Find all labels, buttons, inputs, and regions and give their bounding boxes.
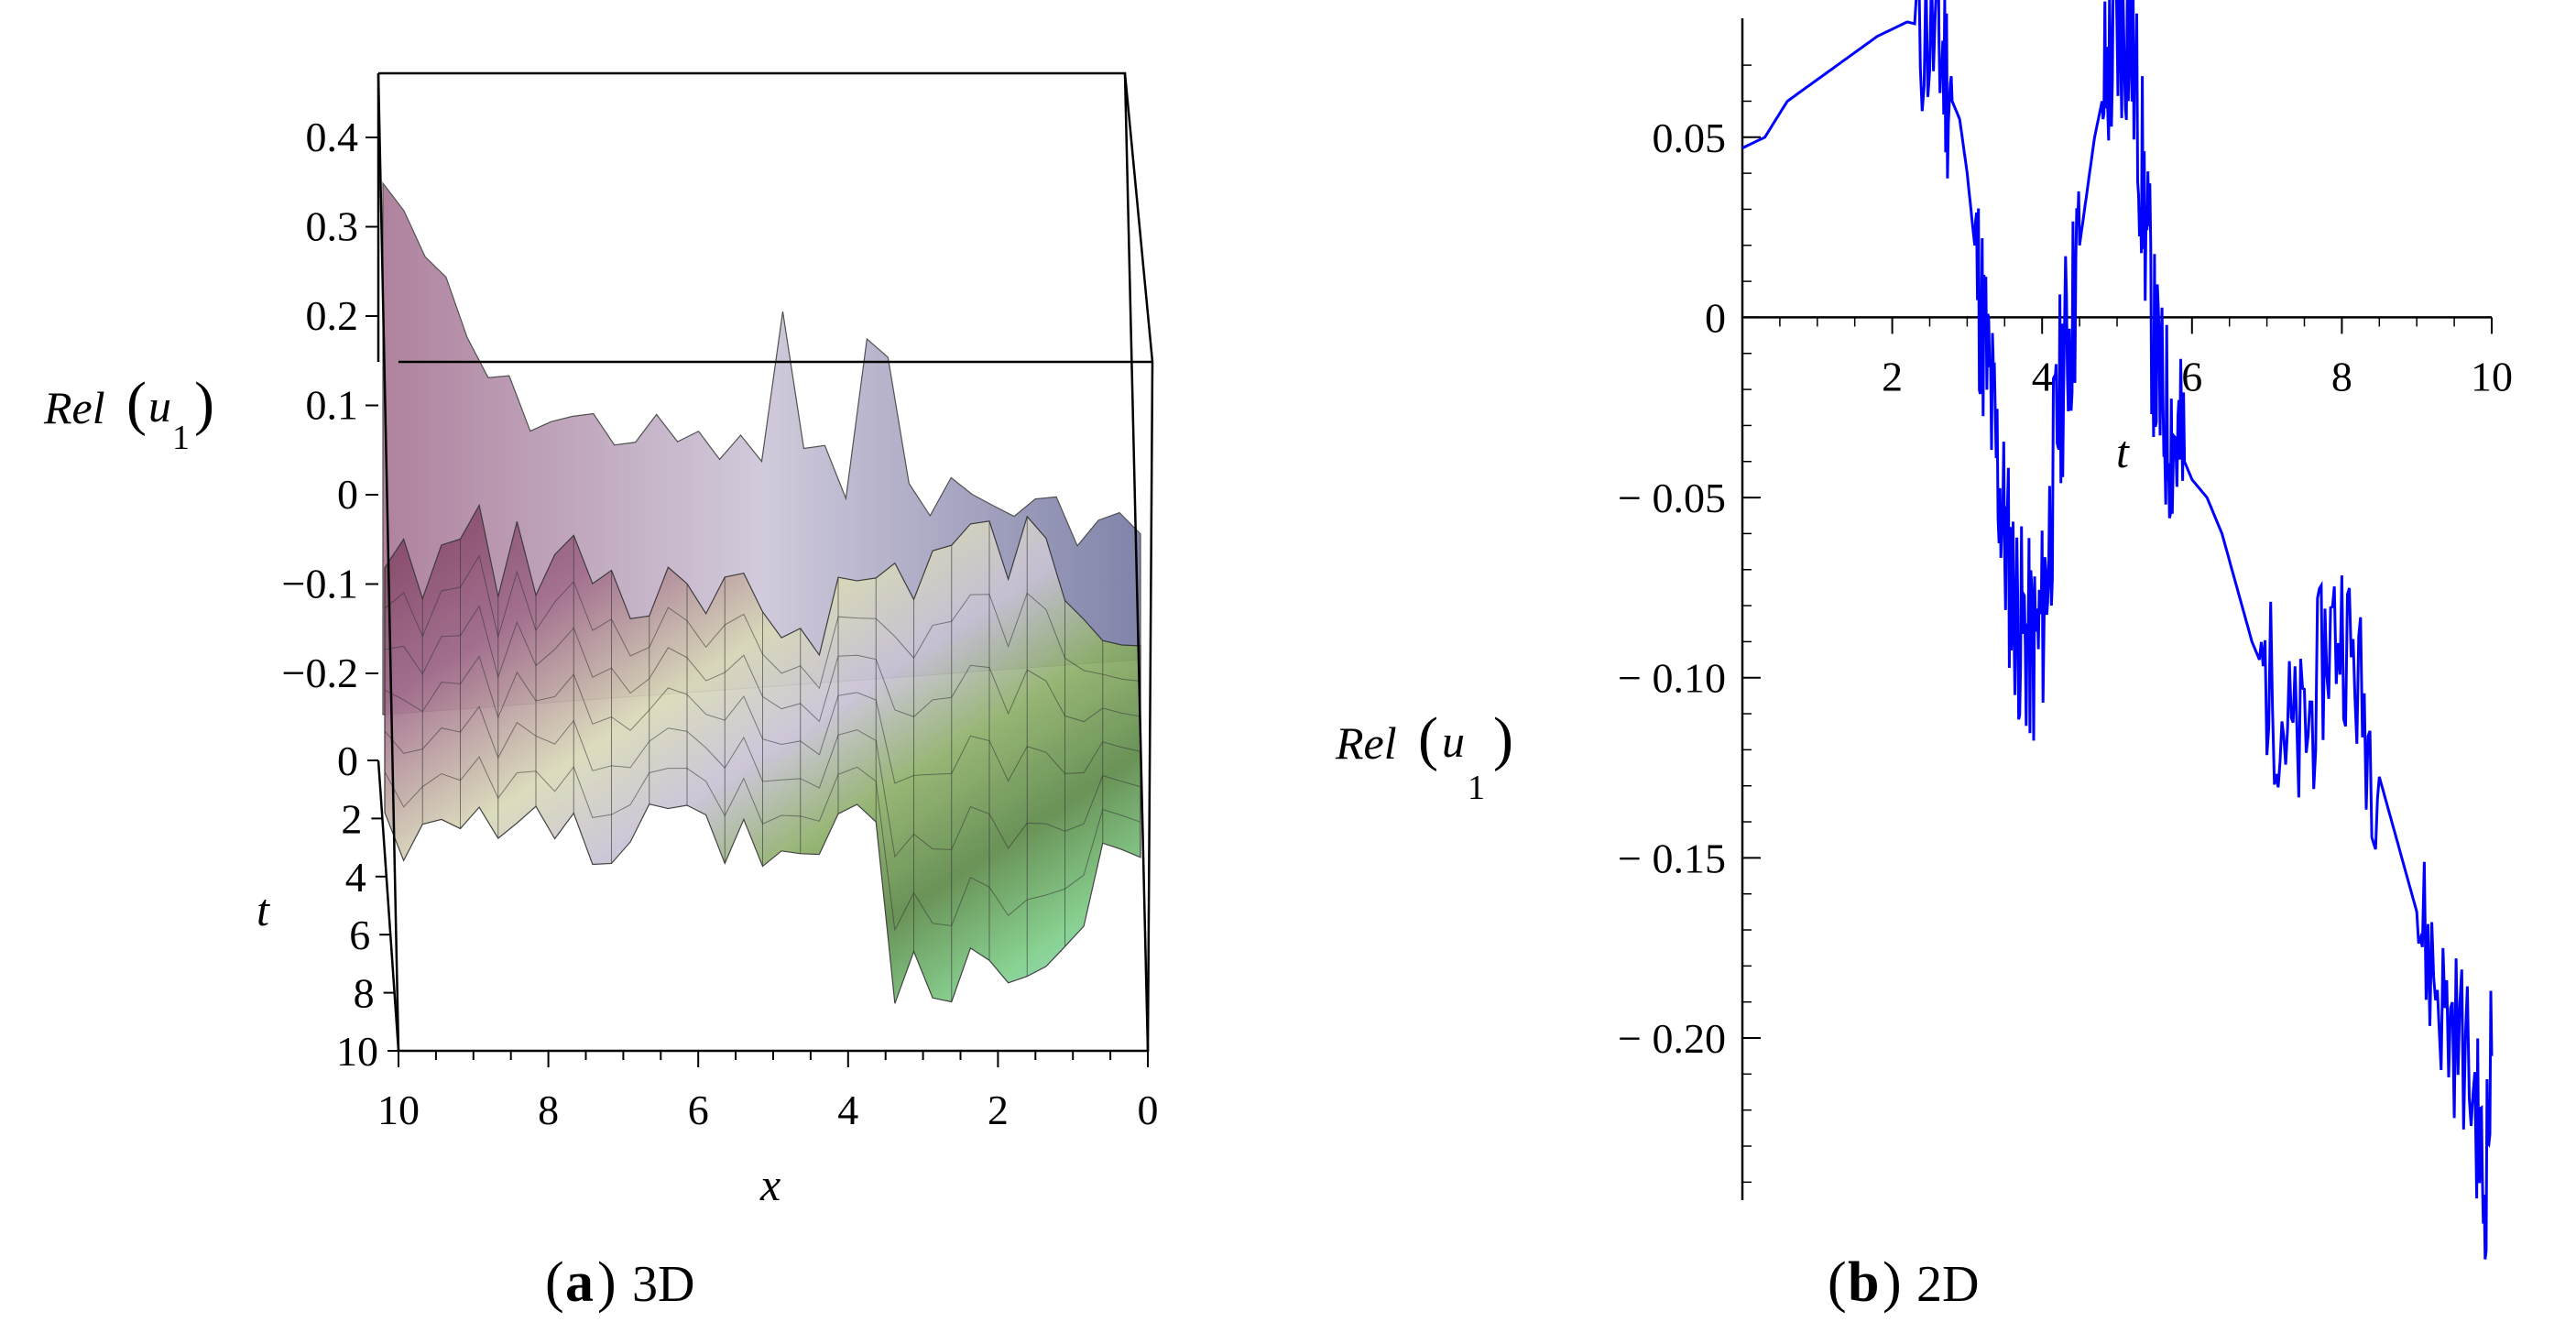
x-axis-title: t: [2116, 426, 2130, 477]
series-line-rel-u1: [1741, 0, 2494, 1260]
t-axis-title: t: [257, 884, 270, 935]
surface-plot-3d: 0.4 0.3 0.2 0.1 0 −0.1 −0.2 0 2 4 6 8 10 10 8 6 4 2 0 Re…: [43, 71, 1159, 1210]
x-tick-label: 2: [988, 1087, 1009, 1133]
x-tick-label: 4: [837, 1087, 858, 1133]
x-tick-label: 0: [1138, 1087, 1159, 1133]
y-axis-title-fn: Rel: [1335, 717, 1397, 769]
x-axis-title: x: [759, 1159, 780, 1210]
x-tick-label: 2: [1882, 353, 1903, 399]
z-tick-label: 0.1: [306, 382, 359, 429]
z-axis-title-sub: 1: [172, 419, 190, 457]
t-axis: 0 2 4 6 8 10: [336, 738, 398, 1075]
x-axis: 10 8 6 4 2 0: [377, 1051, 1159, 1133]
caption-a-letter: a: [565, 1251, 594, 1314]
y-tick-label: − 0.10: [1618, 655, 1726, 702]
y-axis-title-lparen: (: [1418, 705, 1438, 772]
z-axis-title-rparen: ): [194, 370, 214, 437]
y-axis-title-rparen: ): [1493, 705, 1513, 772]
t-tick-label: 2: [341, 795, 362, 842]
t-tick-label: 10: [336, 1028, 378, 1075]
z-axis-title: Rel ( u 1 ): [43, 370, 214, 457]
y-axis-ticks: 0.05 0 − 0.05 − 0.10 − 0.15 − 0.20: [1618, 64, 1761, 1184]
caption-b-lparen: (: [1828, 1251, 1847, 1314]
z-axis-title-fn: Rel: [43, 382, 105, 433]
caption-a-rparen: ): [597, 1251, 617, 1314]
mesh-line: [384, 655, 1141, 784]
y-tick-label: 0.05: [1653, 115, 1727, 161]
x-tick-label: 6: [2181, 353, 2202, 399]
x-axis-ticks: 2 4 6 8 10: [1779, 317, 2513, 399]
z-axis-title-arg: u: [148, 380, 171, 432]
x-tick-label: 10: [2471, 353, 2513, 399]
x-tick-label: 4: [2032, 353, 2053, 399]
mesh-line: [384, 554, 1141, 690]
caption-a-text: 3D: [632, 1256, 694, 1313]
x-tick-label: 10: [377, 1087, 420, 1133]
t-tick-label: 8: [354, 970, 375, 1017]
z-tick-label: 0.3: [306, 203, 359, 250]
z-axis: 0.4 0.3 0.2 0.1 0 −0.1 −0.2: [282, 114, 378, 696]
x-tick-label: 8: [538, 1087, 559, 1133]
y-axis-title-sub: 1: [1468, 769, 1485, 807]
x-tick-label: 8: [2331, 353, 2352, 399]
z-tick-label: 0.4: [306, 114, 359, 160]
surface-mesh: [384, 516, 1141, 1002]
x-tick-label: 6: [688, 1087, 709, 1133]
caption-b: ( b ) 2D: [1828, 1251, 1979, 1314]
y-tick-label: 0: [1705, 294, 1726, 341]
t-tick-label: 6: [349, 912, 370, 958]
y-tick-label: − 0.05: [1618, 475, 1726, 521]
z-tick-label: 0.2: [306, 292, 359, 339]
mesh-line: [384, 756, 1141, 932]
z-tick-label: −0.2: [282, 650, 358, 696]
y-axis-title-arg: u: [1442, 716, 1465, 767]
y-tick-label: − 0.15: [1618, 835, 1726, 881]
caption-b-rparen: ): [1883, 1251, 1902, 1314]
z-tick-label: −0.1: [282, 561, 358, 607]
line-plot-2d: 0.05 0 − 0.05 − 0.10 − 0.15 − 0.20 2 4 6 8 10 Rel…: [1335, 0, 2513, 1260]
t-tick-label: 0: [337, 738, 358, 784]
mesh-line: [384, 605, 1141, 723]
caption-b-letter: b: [1848, 1251, 1879, 1314]
caption-a: ( a ) 3D: [545, 1251, 694, 1314]
mesh-line: [384, 705, 1141, 858]
caption-b-text: 2D: [1916, 1256, 1979, 1313]
caption-a-lparen: (: [545, 1251, 564, 1314]
t-tick-label: 4: [345, 854, 366, 901]
z-tick-label: 0: [337, 471, 358, 518]
axes: [1741, 18, 2492, 1200]
y-axis-title: Rel ( u 1 ): [1335, 705, 1513, 807]
y-tick-label: − 0.20: [1618, 1015, 1726, 1062]
z-axis-title-lparen: (: [126, 370, 147, 437]
